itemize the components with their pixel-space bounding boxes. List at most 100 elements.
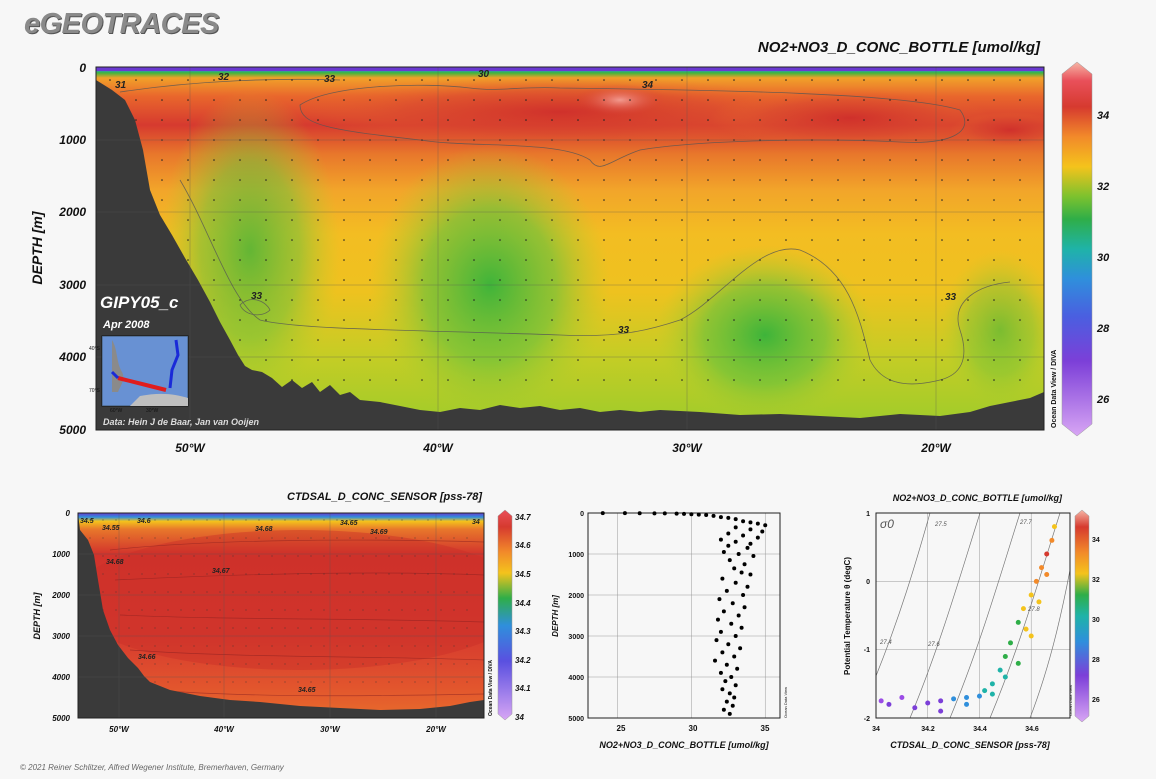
ts-y-tick: 1 (866, 511, 870, 518)
sal-sample-dot (297, 573, 299, 575)
sal-sample-dot (102, 519, 104, 521)
prof-point (733, 683, 738, 688)
prof-point (733, 634, 738, 638)
main-colorbar (1061, 61, 1093, 437)
sample-dot (343, 199, 345, 201)
sal-sample-dot (193, 609, 195, 611)
sal-sample-dot (349, 573, 351, 575)
sample-dot (967, 219, 969, 221)
sal-sample-dot (271, 537, 273, 539)
sample-dot (733, 299, 735, 301)
sal-sample-dot (414, 681, 416, 683)
sample-dot (785, 219, 787, 221)
sample-dot (447, 159, 449, 161)
sample-dot (343, 159, 345, 161)
sample-dot (941, 199, 943, 201)
sample-dot (395, 99, 397, 101)
ts-point (964, 701, 970, 707)
sal-contour-label: 34.68 (106, 559, 124, 566)
isopycnal-label: 27.7 (1019, 520, 1032, 526)
sal-sample-dot (206, 537, 208, 539)
prof-point (732, 695, 737, 700)
sal-sample-dot (336, 591, 338, 593)
sal-sample-dot (115, 609, 117, 611)
sal-sample-dot (219, 663, 221, 665)
sal-sample-dot (323, 663, 325, 665)
sal-sample-dot (427, 681, 429, 683)
sal-sample-dot (323, 609, 325, 611)
ts-title: NO2+NO3_D_CONC_BOTTLE [umol/kg] (893, 493, 1063, 503)
sal-sample-dot (258, 519, 260, 521)
sample-dot (1019, 79, 1021, 81)
sample-dot (811, 199, 813, 201)
x-tick: 50°W (175, 441, 206, 455)
sample-dot (733, 279, 735, 281)
sample-dot (447, 379, 449, 381)
sal-sample-dot (284, 663, 286, 665)
sample-dot (629, 299, 631, 301)
sample-dot (317, 359, 319, 361)
prof-point (720, 576, 725, 581)
sample-dot (759, 159, 761, 161)
sal-sample-dot (193, 681, 195, 683)
sal-sample-dot (349, 627, 351, 629)
sample-dot (811, 99, 813, 101)
sample-dot (499, 319, 501, 321)
sal-sample-dot (440, 681, 442, 683)
sample-dot (421, 259, 423, 261)
sample-dot (551, 99, 553, 101)
sample-dot (525, 159, 527, 161)
sal-sample-dot (206, 519, 208, 521)
sal-contour-label: 34.66 (138, 654, 156, 661)
sample-dot (421, 339, 423, 341)
sample-dot (447, 299, 449, 301)
sample-dot (707, 159, 709, 161)
isopycnal-label: 27.8 (1027, 607, 1040, 613)
sample-dot (343, 119, 345, 121)
sal-sample-dot (258, 555, 260, 557)
prof-point (718, 537, 723, 542)
sal-sample-dot (167, 609, 169, 611)
prof-point (652, 511, 657, 516)
sal-sample-dot (440, 627, 442, 629)
sample-dot (915, 239, 917, 241)
sample-dot (993, 119, 995, 121)
sal-sample-dot (466, 627, 468, 629)
sample-dot (681, 159, 683, 161)
sal-sample-dot (414, 555, 416, 557)
sample-dot (733, 259, 735, 261)
ts-colorbar-tick: 30 (1092, 617, 1100, 624)
sample-dot (811, 379, 813, 381)
sal-sample-dot (193, 573, 195, 575)
ts-colorbar-tick: 34 (1092, 537, 1100, 544)
sal-sample-dot (232, 681, 234, 683)
sal-sample-dot (388, 573, 390, 575)
sample-dot (785, 319, 787, 321)
ts-xlabel: CTDSAL_D_CONC_SENSOR [pss-78] (890, 740, 1051, 750)
sample-dot (629, 359, 631, 361)
sample-dot (967, 299, 969, 301)
sample-dot (395, 119, 397, 121)
sample-dot (343, 239, 345, 241)
sample-dot (577, 199, 579, 201)
prof-point (755, 535, 760, 540)
sal-sample-dot (453, 519, 455, 521)
sal-sample-dot (115, 519, 117, 521)
sal-sample-dot (466, 645, 468, 647)
y-tick: 4000 (58, 350, 86, 364)
sample-dot (941, 239, 943, 241)
sample-dot (239, 259, 241, 261)
ts-point (1044, 551, 1050, 557)
sample-dot (577, 379, 579, 381)
sample-dot (421, 359, 423, 361)
sample-dot (889, 319, 891, 321)
sal-sample-dot (154, 663, 156, 665)
sal-sample-dot (245, 645, 247, 647)
prof-point (742, 605, 747, 610)
prof-point (741, 593, 746, 597)
sample-dot (499, 239, 501, 241)
sample-dot (889, 299, 891, 301)
sample-dot (551, 299, 553, 301)
sample-dot (317, 279, 319, 281)
sample-dot (603, 379, 605, 381)
